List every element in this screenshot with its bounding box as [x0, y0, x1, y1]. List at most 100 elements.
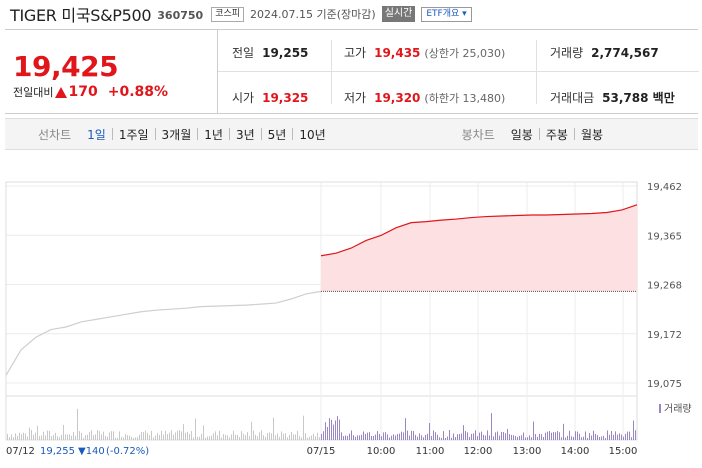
tab-3year[interactable]: 3년: [235, 127, 255, 142]
stats-divider: [536, 40, 537, 104]
volume-bar: [609, 434, 610, 440]
volume-bar: [225, 434, 226, 440]
tab-1day[interactable]: 1일: [87, 127, 106, 142]
volume-bar: [431, 436, 432, 440]
x-tick-label: 12:00: [464, 446, 493, 457]
volume-bar: [33, 434, 34, 440]
volume-bar: [379, 434, 380, 440]
volume-bar: [479, 432, 480, 440]
volume-bar: [51, 436, 52, 440]
volume-bar: [197, 436, 198, 440]
tab-1year[interactable]: 1년: [204, 127, 223, 142]
volume-bar: [511, 434, 512, 440]
volume-bar: [91, 430, 92, 440]
volume-bar: [631, 437, 632, 440]
volume-bar: [213, 433, 214, 440]
y-tick-label: 19,462: [647, 182, 682, 193]
volume-bar: [261, 430, 262, 440]
volume-bar: [569, 430, 570, 440]
up-triangle-icon: [55, 86, 68, 98]
volume-bar: [69, 434, 70, 440]
volume-bar: [423, 437, 424, 440]
volume-bar: [395, 435, 396, 440]
volume-bar: [445, 437, 446, 440]
tab-separator: [538, 128, 540, 140]
volume-bar: [95, 434, 96, 440]
volume-bar: [449, 430, 450, 440]
tab-weekly-candle[interactable]: 주봉: [545, 127, 568, 142]
volume-bar: [433, 430, 434, 440]
volume-bar: [333, 424, 334, 440]
price-chart[interactable]: 19,462 19,365 19,268 19,172 19,075 거래량 07/15…: [0, 150, 702, 468]
volume-bar: [501, 431, 502, 440]
volume-bar: [211, 435, 212, 440]
etf-overview-button[interactable]: ETF개요 ▾: [421, 6, 472, 22]
volume-bar: [343, 436, 344, 440]
volume-bar: [543, 437, 544, 440]
tab-daily-candle[interactable]: 일봉: [510, 127, 533, 142]
stat-open: 시가 19,325: [232, 90, 309, 106]
volume-bar: [537, 436, 538, 440]
volume-bar: [201, 433, 202, 440]
volume-bar: [305, 433, 306, 440]
volume-bar: [113, 431, 114, 440]
volume-bar: [53, 434, 54, 440]
volume-label: 거래량: [664, 403, 692, 415]
volume-bar: [133, 437, 134, 440]
tab-10year[interactable]: 10년: [299, 127, 326, 142]
volume-bar: [547, 431, 548, 440]
tab-1week[interactable]: 1주일: [118, 127, 149, 142]
volume-bar: [189, 433, 190, 440]
volume-bar: [571, 436, 572, 440]
volume-bar: [517, 436, 518, 440]
tab-monthly-candle[interactable]: 월봉: [580, 127, 604, 142]
volume-bar: [9, 437, 10, 440]
price-change: 전일대비 170 +0.88%: [13, 84, 168, 100]
volume-bar: [251, 421, 252, 440]
realtime-button[interactable]: 실시간: [381, 6, 416, 22]
volume-bar: [183, 424, 184, 440]
volume-bar: [263, 435, 264, 440]
volume-bar: [627, 431, 628, 440]
stock-code: 360750: [157, 9, 204, 22]
x-tick-label: 14:00: [561, 446, 590, 457]
tab-3month[interactable]: 3개월: [161, 127, 192, 142]
volume-bar: [31, 429, 32, 440]
volume-bar: [63, 425, 64, 440]
volume-bar: [199, 436, 200, 440]
volume-bar: [377, 431, 378, 440]
volume-bar: [613, 434, 614, 440]
prev-close-value: 19,255: [40, 446, 75, 457]
volume-bar: [355, 436, 356, 440]
volume-bar: [121, 436, 122, 440]
volume-bar: [399, 433, 400, 440]
volume-bar: [325, 422, 326, 440]
volume-bar: [587, 437, 588, 440]
volume-bar: [335, 420, 336, 440]
volume-bar: [487, 430, 488, 440]
volume-bar: [585, 431, 586, 440]
volume-bar: [415, 434, 416, 440]
volume-bar: [507, 428, 508, 440]
volume-bar: [149, 435, 150, 440]
volume-bar: [459, 434, 460, 440]
volume-bar: [531, 437, 532, 440]
volume-bar: [467, 432, 468, 440]
tab-5year[interactable]: 5년: [267, 127, 287, 142]
volume-bar: [515, 436, 516, 440]
volume-bar: [205, 437, 206, 440]
volume-bar: [363, 431, 364, 440]
volume-bar: [191, 430, 192, 440]
volume-bar: [475, 430, 476, 440]
volume-bar: [61, 434, 62, 440]
volume-bar: [535, 433, 536, 440]
volume-bar: [277, 433, 278, 440]
volume-bar: [195, 418, 196, 440]
volume-bar: [339, 419, 340, 440]
volume-bar: [579, 433, 580, 440]
volume-bar: [177, 430, 178, 440]
volume-bar: [561, 437, 562, 440]
volume-bar: [175, 432, 176, 440]
volume-bar: [565, 437, 566, 440]
volume-bar: [321, 434, 322, 440]
